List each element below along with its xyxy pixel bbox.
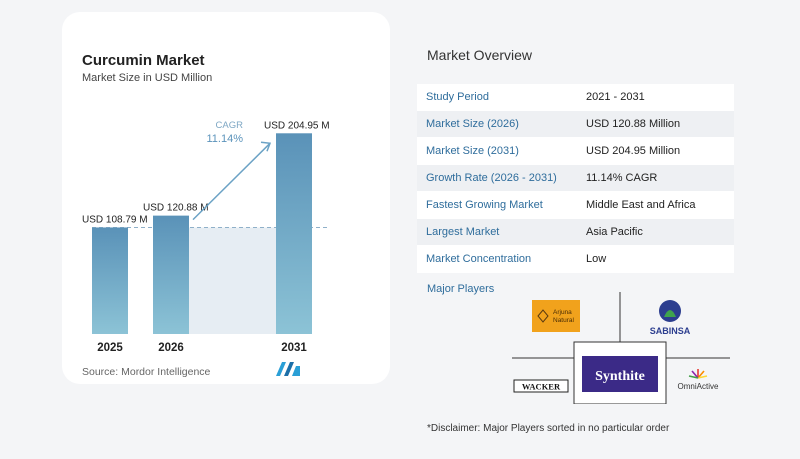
chart-title: Curcumin Market <box>82 52 205 69</box>
synthite-logo-icon: Synthite <box>582 356 658 392</box>
svg-text:WACKER: WACKER <box>522 382 561 392</box>
row-label: Market Concentration <box>426 253 532 265</box>
bar-2025 <box>92 227 128 334</box>
players-title: Major Players <box>427 283 495 295</box>
overview-title: Market Overview <box>427 47 533 63</box>
row-value: Low <box>586 253 607 265</box>
table-row: Growth Rate (2026 - 2031) 11.14% CAGR <box>417 165 734 192</box>
row-label: Fastest Growing Market <box>426 199 543 211</box>
row-label: Market Size (2031) <box>426 145 519 157</box>
row-value: USD 204.95 Million <box>586 145 681 157</box>
category-label-2031: 2031 <box>281 342 307 354</box>
table-row: Market Size (2026) USD 120.88 Million <box>417 111 734 138</box>
value-label-2031: USD 204.95 M <box>264 120 330 131</box>
omniactive-logo-icon: OmniActive <box>678 369 719 391</box>
svg-text:OmniActive: OmniActive <box>678 382 719 391</box>
sabinsa-logo-icon: SABINSA <box>650 300 691 336</box>
source-text: Source: Mordor Intelligence <box>82 366 211 378</box>
disclaimer-text: *Disclaimer: Major Players sorted in no … <box>427 423 670 434</box>
svg-text:Synthite: Synthite <box>595 369 645 384</box>
table-row: Fastest Growing Market Middle East and A… <box>417 192 734 219</box>
overview-table: Study Period 2021 - 2031 Market Size (20… <box>417 84 734 273</box>
table-row: Market Concentration Low <box>417 246 734 273</box>
wacker-logo-icon: WACKER <box>513 379 569 393</box>
svg-text:SABINSA: SABINSA <box>650 326 691 336</box>
value-label-2026: USD 120.88 M <box>143 203 209 214</box>
major-players-logos: Arjuna Natural SABINSA Synthite WACKER <box>512 292 730 404</box>
row-label: Growth Rate (2026 - 2031) <box>426 172 557 184</box>
row-value: 11.14% CAGR <box>586 172 658 184</box>
mordor-intelligence-logo-icon <box>276 362 300 376</box>
row-label: Study Period <box>426 91 489 103</box>
table-row: Market Size (2031) USD 204.95 Million <box>417 138 734 165</box>
row-value: Asia Pacific <box>586 226 643 238</box>
bar-2026 <box>153 215 189 334</box>
shaded-area <box>189 227 276 334</box>
cagr-value: 11.14% <box>207 133 244 145</box>
row-label: Largest Market <box>426 226 500 238</box>
row-value: USD 120.88 Million <box>586 118 681 130</box>
chart-card: Curcumin Market Market Size in USD Milli… <box>62 12 390 384</box>
svg-text:Natural: Natural <box>553 317 575 324</box>
svg-text:Arjuna: Arjuna <box>553 309 572 316</box>
value-label-2025: USD 108.79 M <box>82 214 148 225</box>
chart-subtitle: Market Size in USD Million <box>82 72 213 84</box>
row-value: 2021 - 2031 <box>586 91 645 103</box>
cagr-arrow-head <box>260 141 272 152</box>
table-row: Study Period 2021 - 2031 <box>417 84 734 111</box>
row-label: Market Size (2026) <box>426 118 519 130</box>
category-label-2026: 2026 <box>158 342 184 354</box>
bar-2031 <box>276 133 312 334</box>
cagr-label: CAGR <box>216 120 244 131</box>
cagr-arrow <box>192 142 271 221</box>
table-row: Largest Market Asia Pacific <box>417 219 734 246</box>
category-label-2025: 2025 <box>97 342 123 354</box>
row-value: Middle East and Africa <box>586 199 696 211</box>
arjuna-logo-icon: Arjuna Natural <box>532 300 580 332</box>
